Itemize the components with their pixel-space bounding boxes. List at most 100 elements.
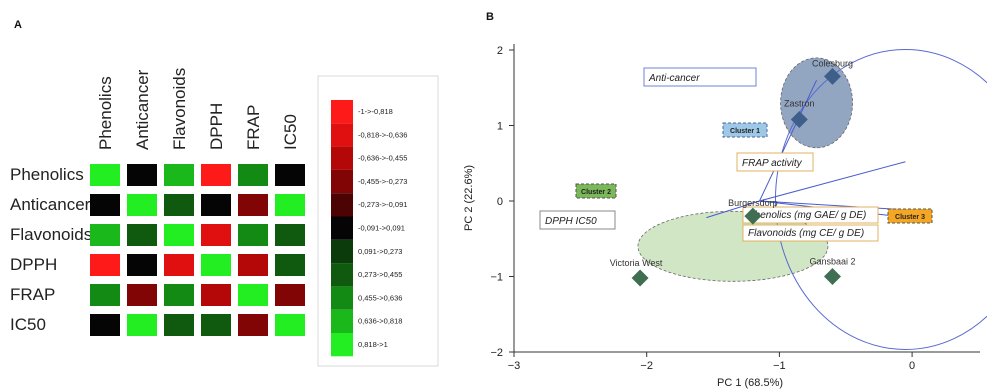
cluster-tag-label: Cluster 3 (895, 214, 925, 221)
vector-label-box (742, 206, 879, 224)
sample-point (790, 110, 808, 128)
sample-point-label: Victoria West (610, 258, 663, 268)
legend-swatch (331, 193, 353, 217)
heatmap-cell (238, 284, 268, 306)
legend-label: 0,273->0,455 (358, 270, 402, 279)
heatmap-row-label: Anticancer (10, 195, 91, 214)
heatmap-cell (90, 224, 120, 246)
cluster-tag (722, 122, 768, 138)
legend-swatch (331, 100, 353, 124)
heatmap-cell (201, 254, 231, 276)
heatmap-cell (90, 164, 120, 186)
legend-swatch (331, 216, 353, 240)
heatmap-cell (275, 254, 305, 276)
legend-swatch (331, 286, 353, 310)
x-axis-label: PC 1 (68.5%) (717, 377, 783, 389)
heatmap-cell (90, 254, 120, 276)
legend-label: -0,273->-0,091 (358, 200, 407, 209)
legend-swatch (331, 239, 353, 264)
heatmap-column-label: IC50 (281, 114, 300, 150)
heatmap-cell (201, 164, 231, 186)
legend-label: -0,455->-0,273 (358, 177, 407, 186)
heatmap-cell (275, 164, 305, 186)
y-tick-label: 0 (497, 196, 503, 208)
legend-label: -0,818->-0,636 (358, 130, 407, 139)
heatmap-cell (127, 314, 157, 336)
vector-label-box (643, 67, 757, 87)
heatmap-color-legend: -1->-0,818 -0,818->-0,636 -0,636->-0,455 -0… (317, 75, 439, 367)
heatmap-column-label: Phenolics (96, 76, 115, 150)
legend-label: -1->-0,818 (358, 107, 393, 116)
heatmap-cell (238, 164, 268, 186)
heatmap-cell (90, 284, 120, 306)
heatmap-row-label: FRAP (10, 285, 55, 304)
cluster-tag (887, 208, 933, 224)
legend-label: 0,091->0,273 (358, 247, 402, 256)
heatmap-cell (90, 314, 120, 336)
legend-label: 0,455->0,636 (358, 293, 402, 302)
sample-point-label: Burgersdorp (728, 198, 778, 208)
heatmap-cell (127, 164, 157, 186)
heatmap-row-label: IC50 (10, 315, 46, 334)
x-tick-label: 0 (909, 360, 915, 372)
legend-swatch (331, 146, 353, 170)
y-tick-label: 1 (497, 121, 503, 133)
sample-point (631, 269, 649, 287)
vector-label: Flavonoids (mg CE/ g DE) (748, 228, 864, 239)
vector-label: Phenolics (mg GAE/ g DE) (748, 210, 866, 221)
heatmap-cell (201, 314, 231, 336)
heatmap-cell (275, 284, 305, 306)
correlation-circle (775, 49, 987, 350)
sample-point-label: Zastron (784, 98, 815, 108)
legend-swatch (331, 169, 353, 194)
loading-vector-line (759, 200, 910, 211)
vector-label-box (736, 152, 814, 172)
sample-point (823, 67, 841, 85)
x-tick-label: −3 (508, 360, 521, 372)
legend-label: 0,636->0,818 (358, 317, 402, 326)
heatmap-cell (127, 194, 157, 216)
legend-label: -0,091->0,091 (358, 224, 405, 233)
heatmap-cell (164, 254, 194, 276)
vector-label: Anti-cancer (648, 73, 700, 84)
y-tick-label: −2 (490, 347, 503, 359)
heatmap-cell (164, 314, 194, 336)
x-tick-label: −1 (773, 360, 786, 372)
heatmap-cell (201, 224, 231, 246)
cluster-tag-label: Cluster 2 (581, 189, 611, 196)
sample-point (823, 268, 841, 285)
y-tick-label: 2 (497, 45, 503, 57)
y-tick-label: −1 (490, 272, 503, 284)
panel-a-label: A (14, 19, 22, 31)
sample-point (744, 207, 762, 225)
loading-vector-line (759, 161, 906, 202)
vector-label: FRAP activity (742, 158, 803, 169)
heatmap-column-label: DPPH (207, 103, 226, 150)
sample-point-label: Colesburg (812, 58, 853, 68)
heatmap-cell (238, 314, 268, 336)
cluster-tag (575, 183, 617, 199)
sample-point-label: Gansbaai 2 (809, 257, 855, 267)
vector-label: DPPH IC50 (545, 216, 597, 227)
heatmap-column-label: FRAP (244, 105, 263, 150)
heatmap-cell (90, 194, 120, 216)
legend-swatch (331, 333, 353, 357)
legend-label: -0,636->-0,455 (358, 154, 407, 163)
heatmap-cell (238, 194, 268, 216)
legend-swatch (331, 309, 353, 333)
heatmap-column-label: Anticancer (133, 69, 152, 150)
y-axis-label: PC 2 (22.6%) (463, 165, 475, 231)
loading-vector-line (759, 79, 818, 202)
heatmap-cell (164, 194, 194, 216)
vector-label-box (539, 210, 616, 230)
heatmap-cell (127, 224, 157, 246)
heatmap-cell (201, 194, 231, 216)
heatmap-row-label: Phenolics (10, 165, 84, 184)
correlation-heatmap: Phenolics Phenolics Anticancer Anticancer Fl… (10, 68, 305, 336)
vector-label-box (742, 224, 879, 242)
heatmap-cell (164, 224, 194, 246)
cluster-tag-label: Cluster 1 (730, 128, 760, 135)
heatmap-cell (201, 284, 231, 306)
